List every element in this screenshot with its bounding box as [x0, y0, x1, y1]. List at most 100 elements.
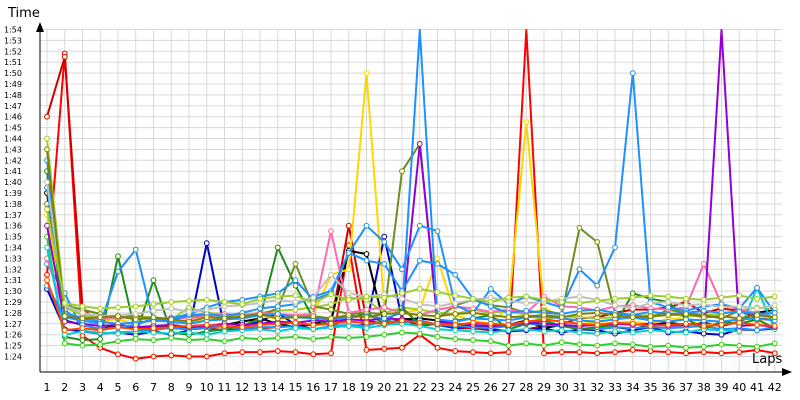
data-point-marker: [718, 313, 725, 320]
series-line-group: [44, 206, 778, 312]
data-point-marker: [115, 324, 121, 330]
data-point-marker: [345, 312, 352, 318]
data-point-marker: [44, 135, 50, 142]
data-point-marker: [79, 337, 86, 344]
data-point-marker: [505, 314, 512, 321]
data-point-marker: [132, 246, 139, 253]
data-point-marker: [44, 271, 50, 278]
y-tick-label: 1:46: [4, 113, 22, 122]
x-tick-label: 36: [661, 381, 675, 394]
y-tick-label: 1:54: [4, 26, 22, 35]
data-point-marker: [150, 314, 157, 321]
data-point-marker: [523, 340, 530, 347]
x-axis-title: Laps: [752, 352, 782, 367]
y-tick-label: 1:48: [4, 91, 22, 100]
data-point-marker: [345, 222, 352, 229]
data-point-marker: [61, 340, 68, 347]
y-tick-label: 1:43: [4, 145, 22, 154]
x-tick-label: 3: [79, 381, 86, 394]
data-point-marker: [257, 349, 263, 356]
data-point-marker: [168, 316, 175, 323]
data-point-marker: [629, 294, 636, 301]
x-tick-label: 1: [44, 381, 51, 394]
data-point-marker: [292, 325, 299, 332]
data-point-marker: [239, 349, 246, 356]
data-point-marker: [328, 301, 334, 308]
series-line: [46, 236, 775, 349]
data-point-marker: [61, 53, 68, 60]
data-point-marker: [97, 341, 104, 348]
data-point-marker: [452, 321, 459, 328]
data-point-marker: [399, 317, 405, 324]
data-point-marker: [558, 349, 565, 356]
data-point-marker: [754, 295, 760, 302]
data-point-marker: [683, 329, 689, 336]
data-point-marker: [203, 321, 210, 328]
data-point-marker: [594, 298, 601, 304]
x-tick-label: 25: [466, 381, 480, 394]
data-point-marker: [292, 349, 299, 356]
x-tick-label: 38: [697, 381, 711, 394]
data-point-marker: [416, 312, 423, 318]
data-point-marker: [683, 350, 689, 357]
data-point-marker: [505, 342, 512, 349]
data-point-marker: [399, 310, 405, 316]
data-point-marker: [328, 333, 334, 340]
y-tick-label: 1:29: [4, 298, 22, 307]
data-point-marker: [470, 337, 476, 344]
data-point-marker: [381, 294, 388, 301]
data-point-marker: [683, 302, 689, 309]
data-point-marker: [292, 277, 299, 284]
data-point-marker: [150, 307, 157, 314]
data-point-marker: [363, 70, 370, 76]
data-point-marker: [612, 340, 618, 347]
data-point-marker: [665, 321, 672, 328]
data-point-marker: [115, 268, 121, 275]
data-point-marker: [470, 319, 476, 326]
x-tick-label: 18: [342, 381, 356, 394]
data-point-marker: [452, 311, 459, 317]
data-point-marker: [399, 295, 405, 302]
data-point-marker: [79, 315, 86, 322]
data-point-marker: [470, 349, 476, 356]
data-point-marker: [416, 222, 423, 229]
data-point-marker: [647, 300, 654, 306]
y-axis-title: Time: [7, 6, 40, 21]
x-tick-label: 14: [271, 381, 285, 394]
y-tick-label: 1:50: [4, 69, 22, 78]
data-point-marker: [629, 320, 636, 327]
data-point-marker: [44, 206, 50, 213]
data-point-marker: [363, 257, 370, 264]
data-point-marker: [558, 304, 565, 311]
data-point-marker: [221, 350, 228, 357]
data-point-marker: [523, 119, 530, 126]
data-point-marker: [399, 290, 405, 297]
data-point-marker: [576, 300, 583, 306]
series-line: [46, 29, 775, 329]
data-point-marker: [683, 320, 689, 327]
data-point-marker: [434, 333, 441, 340]
data-point-marker: [523, 307, 530, 314]
data-point-marker: [452, 327, 459, 334]
data-point-marker: [97, 305, 104, 312]
x-tick-label: 23: [431, 381, 445, 394]
data-point-marker: [434, 228, 441, 235]
data-point-marker: [612, 349, 618, 356]
data-point-marker: [523, 318, 530, 325]
data-point-marker: [363, 251, 370, 257]
data-point-marker: [132, 326, 139, 333]
data-point-marker: [558, 318, 565, 325]
data-point-marker: [186, 329, 192, 336]
data-point-marker: [541, 350, 547, 357]
x-tick-label: 26: [484, 381, 498, 394]
data-point-marker: [221, 299, 228, 305]
data-point-marker: [771, 323, 778, 329]
data-point-marker: [576, 320, 583, 327]
y-tick-label: 1:37: [4, 211, 22, 220]
data-point-marker: [310, 294, 317, 301]
data-point-marker: [594, 350, 601, 357]
data-point-marker: [523, 313, 530, 320]
x-tick-label: 28: [519, 381, 533, 394]
data-point-marker: [44, 222, 50, 229]
data-point-marker: [541, 316, 547, 323]
